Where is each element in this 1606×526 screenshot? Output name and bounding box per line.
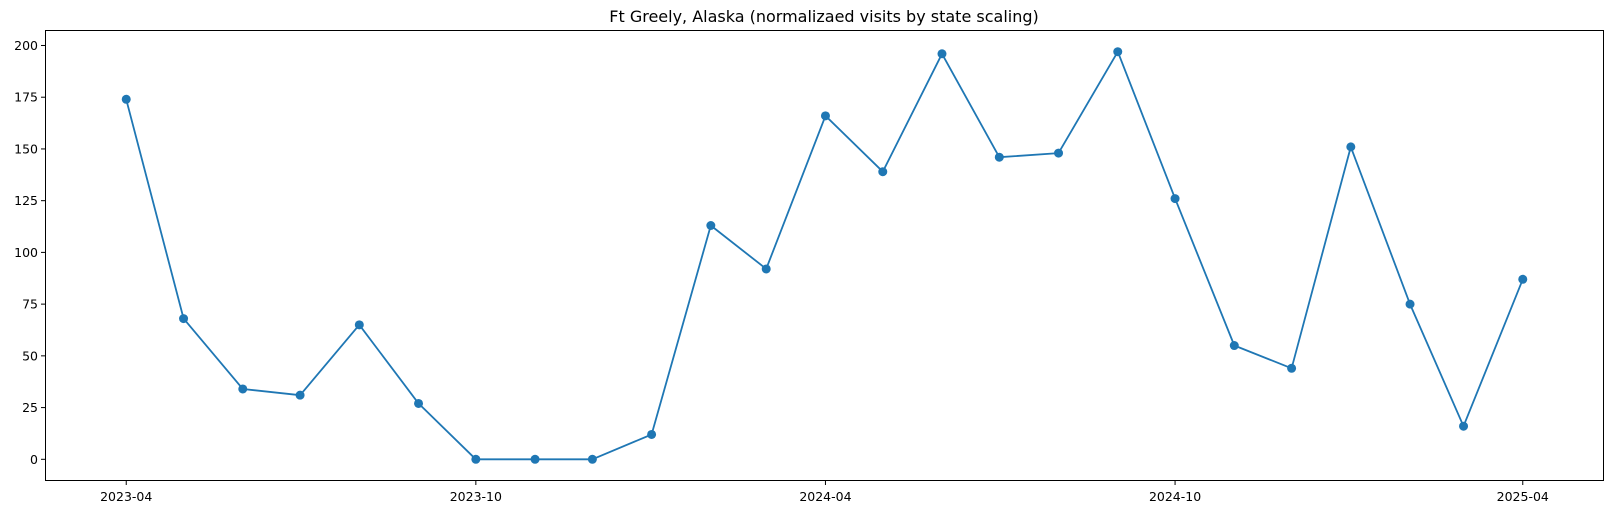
- y-tick-label: 100: [14, 245, 38, 260]
- data-point: [820, 111, 830, 121]
- x-tick-label: 2023-04: [100, 489, 152, 504]
- data-point: [1170, 194, 1180, 204]
- y-tick-label: 150: [14, 141, 38, 156]
- y-tick-label: 50: [22, 348, 38, 363]
- y-tick-label: 175: [14, 90, 38, 105]
- x-tick-label: 2024-10: [1149, 489, 1201, 504]
- data-point: [354, 320, 364, 330]
- chart-title: Ft Greely, Alaska (normalizaed visits by…: [609, 7, 1039, 26]
- plot-area: [121, 47, 1528, 464]
- data-point: [761, 264, 771, 274]
- data-point: [1518, 274, 1528, 284]
- data-point: [1346, 142, 1356, 152]
- y-tick-label: 25: [22, 400, 38, 415]
- data-point: [1459, 421, 1469, 431]
- x-tick-label: 2023-10: [450, 489, 502, 504]
- data-point: [878, 167, 888, 177]
- axes-frame: [45, 30, 1604, 481]
- data-point: [121, 94, 131, 104]
- data-point: [179, 314, 189, 324]
- data-point: [994, 152, 1004, 162]
- data-point: [295, 390, 305, 400]
- y-axis: 0 25 50 75 100 125 150 175 200: [14, 38, 46, 467]
- data-point: [1287, 363, 1297, 373]
- data-point: [238, 384, 248, 394]
- data-point: [1113, 47, 1123, 57]
- x-tick-label: 2025-04: [1497, 489, 1549, 504]
- y-tick-label: 200: [14, 38, 38, 53]
- x-tick-label: 2024-04: [799, 489, 851, 504]
- data-point: [1229, 341, 1239, 351]
- data-point: [587, 454, 597, 464]
- data-point: [1405, 299, 1415, 309]
- y-tick-label: 0: [30, 452, 38, 467]
- data-point: [1054, 148, 1064, 158]
- data-point: [471, 454, 481, 464]
- data-point: [706, 220, 716, 230]
- x-axis: 2023-04 2023-10 2024-04 2024-10 2025-04: [100, 480, 1549, 504]
- data-point: [647, 429, 657, 439]
- data-point: [530, 454, 540, 464]
- data-point: [414, 398, 424, 408]
- y-tick-label: 75: [22, 297, 38, 312]
- data-point: [937, 49, 947, 59]
- y-tick-label: 125: [14, 193, 38, 208]
